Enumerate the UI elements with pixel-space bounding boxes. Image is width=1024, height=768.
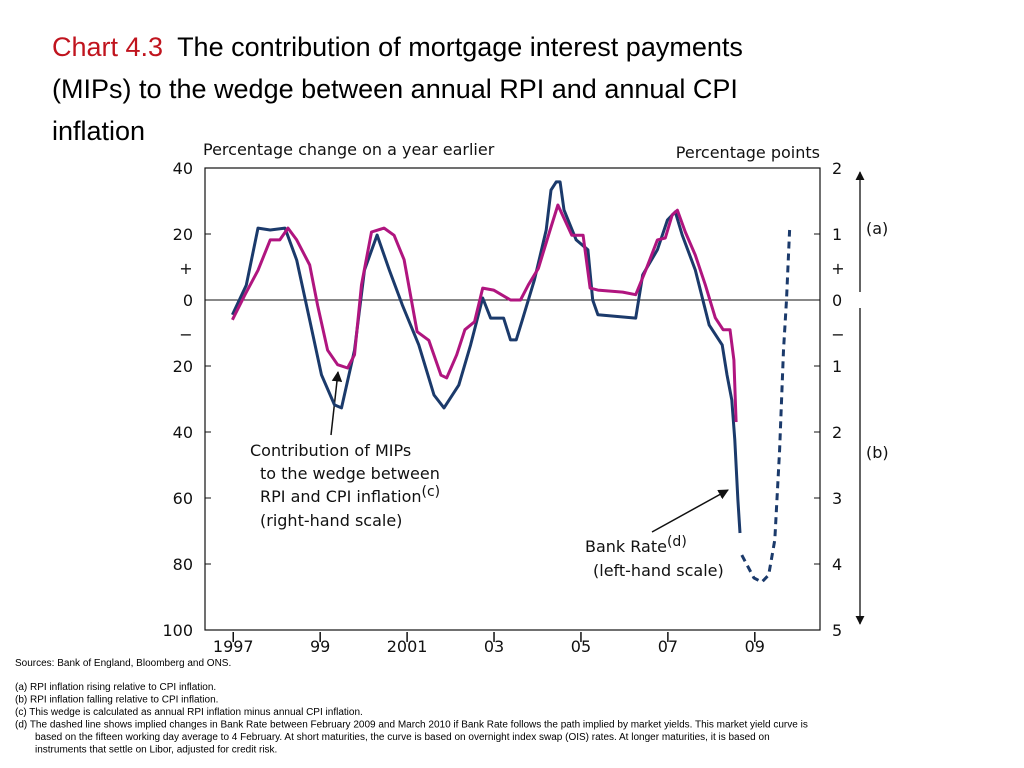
y2-tick-label: 5: [832, 621, 842, 640]
y2-tick-label: 1: [832, 225, 842, 244]
y-tick-label: 60: [173, 489, 193, 508]
y-tick-label: 40: [173, 423, 193, 442]
y2-tick-label: 4: [832, 555, 842, 574]
x-tick-label: 1997: [213, 637, 254, 656]
projected-line: [740, 229, 792, 584]
minus-sign: −: [179, 325, 192, 344]
plus-sign: +: [179, 259, 192, 278]
y2-axis-label: Percentage points: [676, 143, 820, 162]
footnote: (a) RPI inflation rising relative to CPI…: [15, 682, 216, 693]
footnote: (b) RPI inflation falling relative to CP…: [15, 695, 218, 706]
annotation-text: Bank Rate: [585, 537, 667, 556]
footnote: (d) The dashed line shows implied change…: [15, 720, 808, 731]
annotation-line: Contribution of MIPs: [250, 441, 411, 460]
annotation-text: RPI and CPI inflation: [260, 487, 422, 506]
footnotes: Sources: Bank of England, Bloomberg and …: [15, 658, 808, 756]
side-label: (b): [866, 443, 889, 462]
y-tick-label: 20: [173, 225, 193, 244]
side-label: (a): [866, 219, 888, 238]
annotation-line: RPI and CPI inflation(c): [260, 484, 440, 506]
x-tick-label: 07: [658, 637, 678, 656]
annotation-line: (right-hand scale): [260, 511, 402, 530]
y-tick-label: 40: [173, 159, 193, 178]
minus-sign: −: [831, 325, 844, 344]
x-tick-label: 09: [745, 637, 765, 656]
plus-sign: +: [831, 259, 844, 278]
y2-tick-label: 0: [832, 291, 842, 310]
x-tick-label: 05: [571, 637, 591, 656]
y-tick-label: 80: [173, 555, 193, 574]
x-tick-label: 99: [310, 637, 330, 656]
chart-title: Chart 4.3 The contribution of mortgage in…: [52, 32, 743, 62]
annotation-sup: (d): [667, 534, 687, 550]
x-tick-label: 03: [484, 637, 504, 656]
y-tick-label: 0: [183, 291, 193, 310]
footnote: Sources: Bank of England, Bloomberg and …: [15, 658, 231, 669]
y2-tick-label: 3: [832, 489, 842, 508]
footnote: instruments that settle on Libor, adjust…: [35, 745, 277, 756]
y2-tick-label: 1: [832, 357, 842, 376]
series-line: [231, 180, 742, 534]
footnote: (c) This wedge is calculated as annual R…: [15, 707, 363, 718]
y2-tick-label: 2: [832, 159, 842, 178]
series-line: [231, 203, 738, 423]
y-tick-label: 20: [173, 357, 193, 376]
annotation-line: (left-hand scale): [593, 561, 724, 580]
plot-frame: [204, 167, 821, 631]
annotation-line: Bank Rate(d): [585, 534, 687, 556]
annotation-line: to the wedge between: [260, 464, 440, 483]
title-line: The contribution of mortgage interest pa…: [177, 32, 743, 62]
title-line: (MIPs) to the wedge between annual RPI a…: [52, 74, 738, 104]
y-tick-label: 100: [162, 621, 193, 640]
y2-tick-label: 2: [832, 423, 842, 442]
title-prefix: Chart 4.3: [52, 32, 163, 62]
x-tick-label: 2001: [387, 637, 428, 656]
footnote: based on the fifteen working day average…: [35, 732, 770, 743]
annotation-sup: (c): [422, 484, 441, 500]
annotation-arrow: [651, 489, 729, 533]
title-line: inflation: [52, 116, 145, 146]
y-axis-label: Percentage change on a year earlier: [203, 140, 495, 159]
